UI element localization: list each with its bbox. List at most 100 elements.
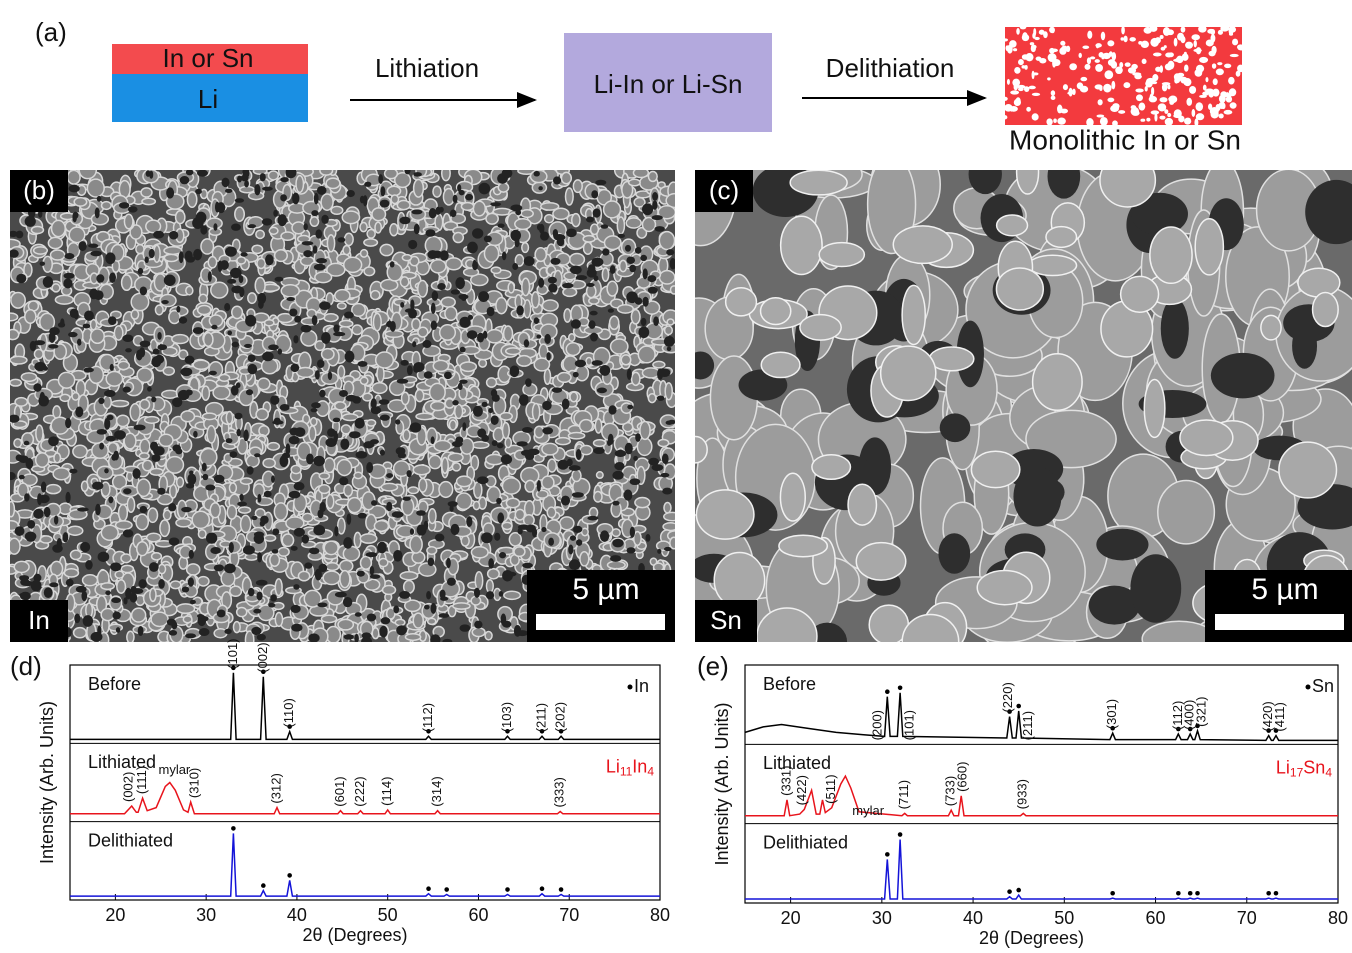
texture-blob	[413, 613, 423, 628]
texture-blob	[450, 210, 456, 218]
texture-blob	[532, 292, 540, 308]
peak-annotation: (601)	[332, 776, 347, 806]
panel-label: (b)	[23, 175, 55, 205]
texture-blob	[415, 390, 423, 402]
texture-blob	[57, 538, 62, 548]
texture-blob	[339, 390, 348, 397]
texture-blob	[75, 407, 83, 418]
texture-blob	[425, 229, 435, 236]
x-axis-label: 2θ (Degrees)	[979, 928, 1084, 948]
texture-blob	[1168, 61, 1175, 70]
texture-blob	[338, 303, 347, 309]
texture-blob	[152, 553, 162, 560]
texture-blob	[123, 529, 134, 537]
texture-blob	[1209, 51, 1216, 57]
texture-blob	[544, 334, 551, 344]
texture-blob	[255, 278, 265, 294]
texture-blob	[199, 294, 207, 303]
texture-blob	[1014, 67, 1020, 74]
scale-bar	[1215, 614, 1344, 630]
texture-blob	[108, 316, 116, 325]
texture-blob	[670, 537, 678, 549]
texture-blob	[262, 187, 273, 191]
texture-blob	[576, 539, 582, 546]
texture-blob	[232, 342, 239, 348]
texture-blob	[659, 271, 674, 284]
texture-blob	[430, 383, 446, 401]
texture-blob	[1212, 89, 1219, 97]
texture-blob	[345, 233, 354, 245]
texture-blob	[49, 332, 56, 343]
texture-blob	[881, 346, 936, 400]
texture-blob	[256, 580, 268, 586]
texture-blob	[176, 306, 180, 313]
texture-blob	[969, 154, 1002, 194]
texture-blob	[333, 418, 340, 423]
texture-blob	[313, 245, 318, 253]
texture-blob	[40, 261, 45, 265]
texture-blob	[569, 559, 580, 570]
texture-blob	[1224, 110, 1233, 115]
texture-blob	[552, 387, 562, 392]
texture-blob	[483, 331, 487, 339]
texture-blob	[487, 378, 497, 387]
texture-blob	[169, 630, 177, 636]
texture-blob	[1236, 71, 1241, 77]
texture-blob	[301, 325, 312, 333]
texture-blob	[55, 295, 73, 304]
texture-blob	[1060, 41, 1065, 46]
texture-blob	[1142, 59, 1147, 64]
texture-blob	[378, 174, 383, 184]
texture-blob	[177, 604, 195, 613]
texture-blob	[497, 443, 504, 448]
texture-blob	[377, 542, 387, 553]
texture-blob	[430, 634, 440, 645]
texture-blob	[374, 521, 388, 532]
texture-blob	[1047, 77, 1051, 80]
texture-blob	[630, 527, 635, 538]
texture-blob	[54, 515, 58, 524]
texture-blob	[253, 168, 267, 174]
texture-blob	[317, 359, 324, 368]
texture-blob	[272, 420, 283, 424]
texture-blob	[331, 206, 343, 214]
texture-blob	[1199, 95, 1207, 98]
texture-blob	[380, 186, 385, 196]
texture-blob	[1084, 64, 1090, 70]
texture-blob	[268, 603, 275, 608]
texture-blob	[506, 572, 516, 577]
texture-blob	[446, 558, 451, 569]
texture-blob	[687, 351, 714, 379]
texture-blob	[439, 613, 450, 618]
peak-annotation: (220)	[1000, 682, 1015, 712]
panel-label: (e)	[697, 651, 729, 681]
texture-blob	[9, 249, 19, 258]
texture-blob	[379, 399, 390, 405]
texture-blob	[280, 177, 289, 182]
texture-blob	[244, 180, 249, 187]
texture-blob	[357, 570, 365, 576]
texture-blob	[337, 460, 352, 476]
texture-blob	[1016, 28, 1020, 35]
texture-blob	[270, 395, 279, 405]
texture-blob	[1072, 89, 1075, 95]
texture-blob	[342, 414, 358, 421]
texture-blob	[1216, 68, 1224, 75]
texture-blob	[781, 216, 822, 274]
texture-blob	[631, 310, 640, 324]
texture-blob	[274, 503, 287, 520]
intermediate-label: Li-In or Li-Sn	[594, 69, 743, 99]
texture-blob	[1069, 63, 1077, 70]
marker-label: In	[634, 676, 649, 696]
texture-blob	[1160, 97, 1168, 102]
texture-blob	[123, 597, 127, 604]
texture-blob	[779, 535, 827, 557]
texture-blob	[158, 564, 165, 573]
texture-blob	[576, 449, 582, 460]
texture-blob	[570, 253, 585, 265]
texture-blob	[1230, 54, 1239, 57]
texture-blob	[187, 192, 196, 207]
texture-blob	[1013, 48, 1017, 51]
texture-blob	[237, 502, 247, 507]
texture-blob	[63, 278, 72, 288]
